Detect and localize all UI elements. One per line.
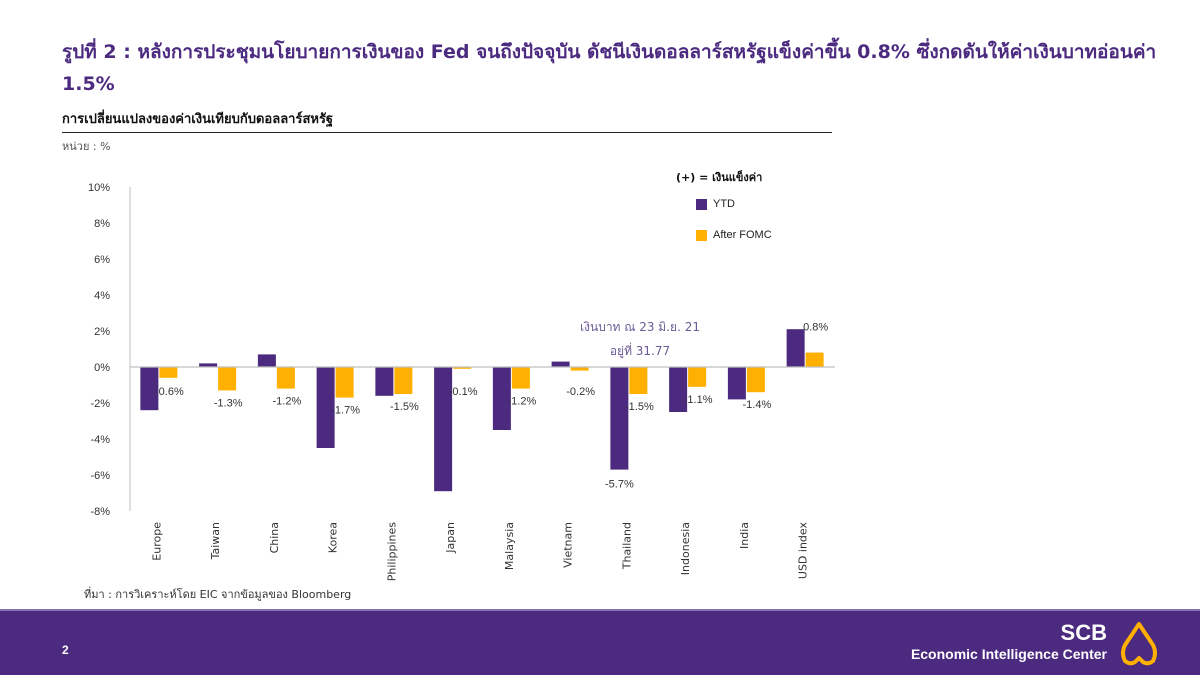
bar-ytd <box>669 367 688 412</box>
legend-item-after-fomc: After FOMC <box>696 229 772 241</box>
page-number: 2 <box>62 643 69 657</box>
x-tick-label: China <box>268 522 281 553</box>
data-label: -1.7% <box>331 405 360 417</box>
bar-ytd <box>140 367 159 411</box>
y-tick-label: 6% <box>94 254 110 266</box>
bar-after-fomc <box>335 367 354 398</box>
data-label: -1.3% <box>214 397 243 409</box>
bar-ytd <box>727 367 746 400</box>
x-tick-label: Philippines <box>385 522 398 582</box>
legend-label-after-fomc: After FOMC <box>713 229 772 241</box>
x-tick-label: India <box>738 522 751 549</box>
legend-label-ytd: YTD <box>713 198 735 210</box>
data-label: -0.2% <box>566 386 595 398</box>
x-tick-label: Thailand <box>620 522 633 570</box>
data-label: -1.5% <box>625 401 654 413</box>
footer-bar: 2 SCB Economic Intelligence Center <box>0 609 1200 675</box>
data-label: -1.2% <box>508 396 537 408</box>
x-tick-label: Japan <box>444 522 457 554</box>
bar-ytd <box>375 367 394 396</box>
y-tick-label: -2% <box>90 398 110 410</box>
y-tick-label: -6% <box>90 470 110 482</box>
bar-after-fomc <box>805 352 824 367</box>
x-tick-label: Vietnam <box>562 522 575 568</box>
data-label: -0.1% <box>449 386 478 398</box>
data-label: -1.4% <box>743 399 772 411</box>
bar-after-fomc <box>159 367 178 378</box>
unit-label: หน่วย : % <box>62 140 111 153</box>
data-label: -1.1% <box>684 394 713 406</box>
bar-ytd <box>492 367 511 430</box>
y-tick-label: -4% <box>90 434 110 446</box>
brand-block: SCB Economic Intelligence Center <box>911 621 1107 663</box>
bar-after-fomc <box>511 367 530 389</box>
x-tick-label: Europe <box>150 522 163 561</box>
y-tick-label: 2% <box>94 326 110 338</box>
legend-swatch-ytd <box>696 198 707 210</box>
bar-after-fomc <box>570 367 589 371</box>
data-label: -0.6% <box>155 386 184 398</box>
legend-title: (+) = เงินแข็งค่า <box>676 171 763 184</box>
bar-after-fomc <box>629 367 648 394</box>
brand-subtitle: Economic Intelligence Center <box>910 646 1107 662</box>
figure-title: รูปที่ 2 : หลังการประชุมนโยบายการเงินของ… <box>62 41 1157 95</box>
y-tick-label: 4% <box>94 290 110 302</box>
data-label: -1.5% <box>390 401 419 413</box>
bar-after-fomc <box>218 367 237 391</box>
bar-ytd <box>257 354 276 367</box>
data-label: -5.7% <box>605 479 634 491</box>
legend-swatch-after-fomc <box>696 229 707 241</box>
bar-after-fomc <box>276 367 295 389</box>
scb-logo-icon <box>1121 622 1157 666</box>
y-tick-label: -8% <box>90 506 110 518</box>
bar-after-fomc <box>688 367 707 387</box>
x-tick-label: Indonesia <box>679 522 692 575</box>
thb-annotation-line1: เงินบาท ณ 23 มิ.ย. 21 <box>580 320 700 334</box>
bar-after-fomc <box>394 367 413 394</box>
bar-ytd <box>316 367 335 448</box>
x-tick-label: Taiwan <box>209 522 222 560</box>
data-label: -1.2% <box>273 396 302 408</box>
y-tick-label: 10% <box>88 182 110 194</box>
bar-after-fomc <box>746 367 765 393</box>
bar-after-fomc <box>453 367 472 369</box>
bar-ytd <box>551 361 570 367</box>
bar-ytd <box>199 363 218 367</box>
y-tick-label: 0% <box>94 362 110 374</box>
legend-item-ytd: YTD <box>696 198 735 210</box>
chart-subtitle: การเปลี่ยนแปลงของค่าเงินเทียบกับดอลลาร์ส… <box>62 108 832 133</box>
source-note: ที่มา : การวิเคราะห์โดย EIC จากข้อมูลของ… <box>84 588 352 601</box>
data-label: 0.8% <box>803 322 828 334</box>
x-tick-label: Korea <box>327 522 340 553</box>
thb-annotation-line2: อยู่ที่ 31.77 <box>609 344 671 358</box>
x-tick-label: USD index <box>797 522 810 580</box>
x-tick-label: Malaysia <box>503 522 516 570</box>
bar-ytd <box>786 329 805 367</box>
bar-ytd <box>610 367 629 470</box>
bar-ytd <box>434 367 453 492</box>
bar-chart: 10% 8% 6% 4% 2% 0% -2% -4% -6% -8% Europe Taiwan Chi… <box>88 182 835 582</box>
y-tick-label: 8% <box>94 218 110 230</box>
brand-name: SCB <box>1060 620 1107 645</box>
